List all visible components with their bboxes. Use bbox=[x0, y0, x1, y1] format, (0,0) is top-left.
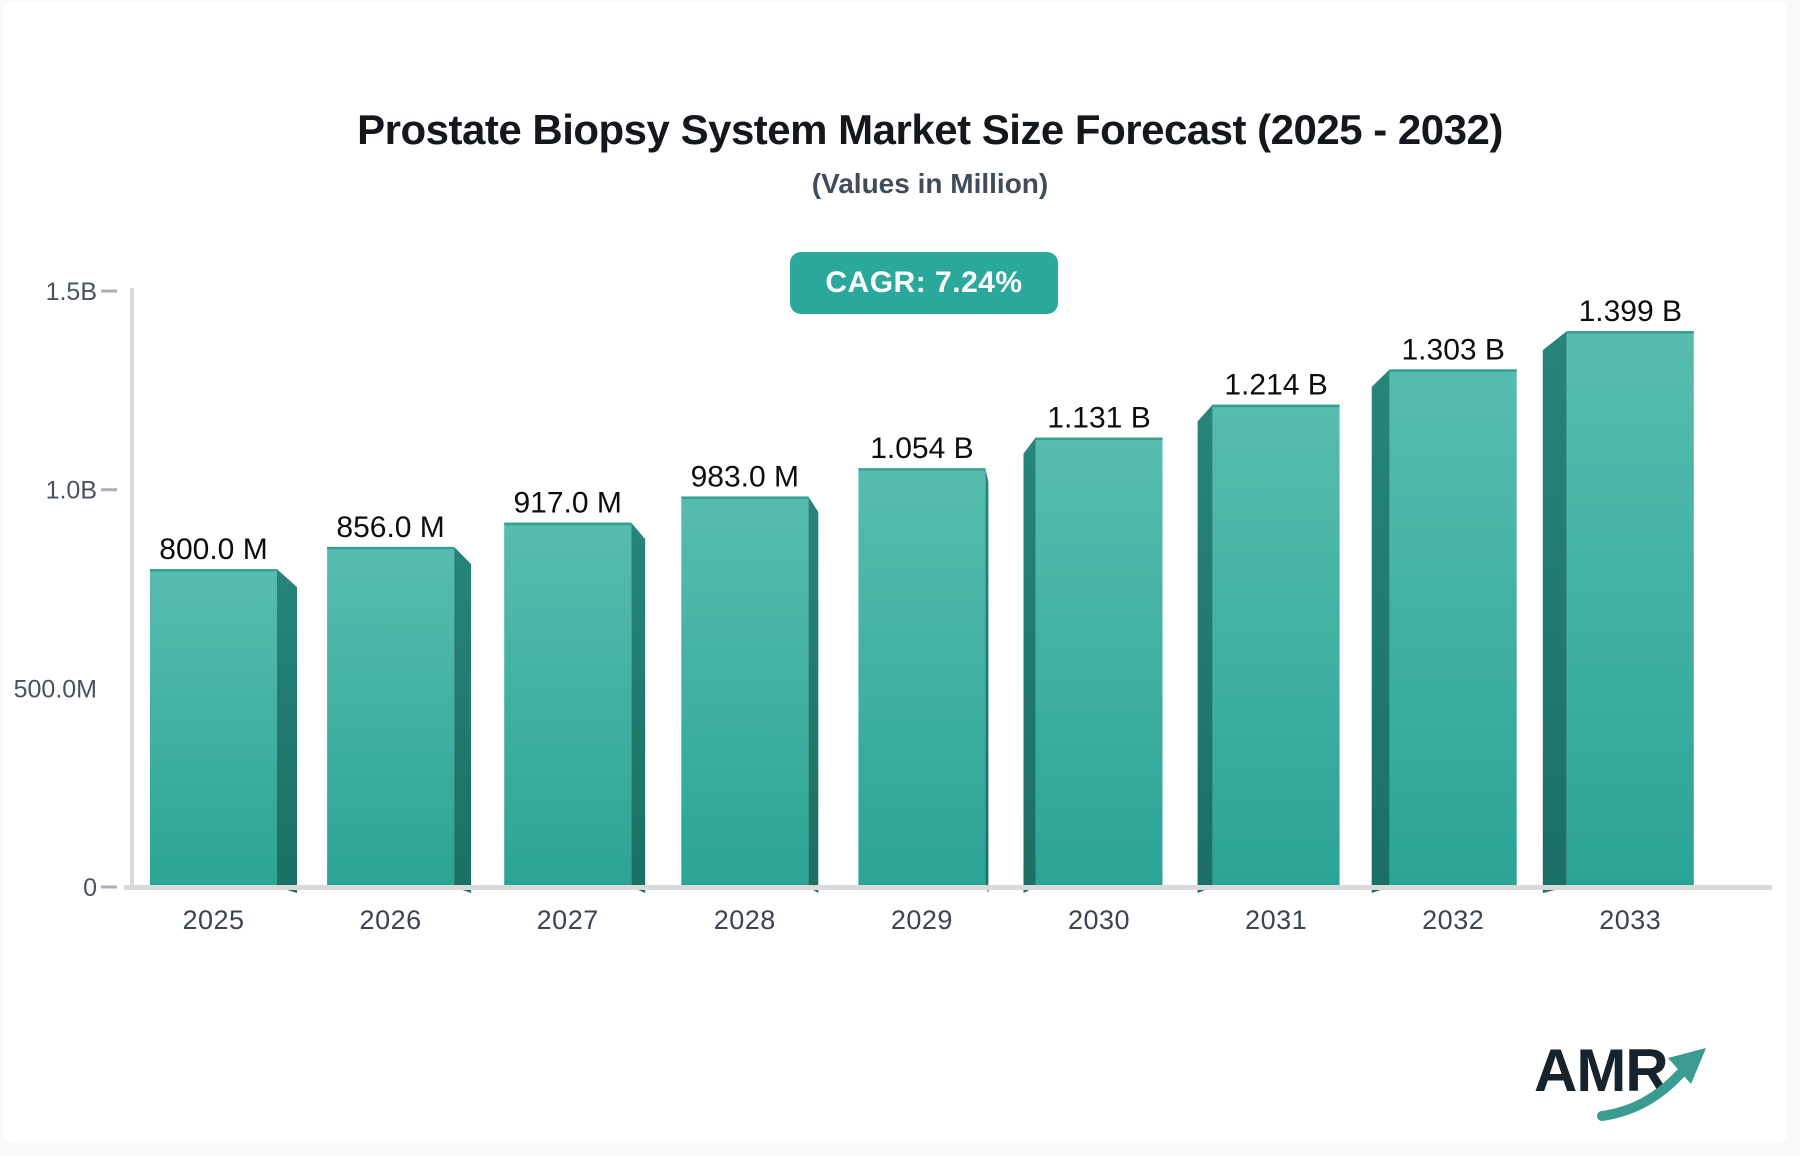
bar-2025[interactable]: 800.0 M 2025 bbox=[150, 533, 297, 935]
y-axis-label: 0 bbox=[83, 874, 97, 902]
bar-side-face bbox=[631, 522, 646, 893]
bar-front-face bbox=[681, 496, 809, 887]
y-axis-label: 1.0B bbox=[46, 477, 97, 505]
x-axis-label: 2033 bbox=[1599, 905, 1661, 935]
bar-side-face bbox=[808, 496, 819, 893]
axes-group: 0 500.0M 1.0B 1.5B bbox=[14, 278, 1772, 902]
chart-title: Prostate Biopsy System Market Size Forec… bbox=[357, 106, 1503, 153]
x-axis-label: 2025 bbox=[182, 905, 244, 935]
bar-side-face bbox=[1197, 404, 1213, 893]
amr-logo: AMR bbox=[1534, 1028, 1714, 1132]
x-axis-label: 2028 bbox=[714, 905, 776, 935]
bar-value-label: 856.0 M bbox=[336, 511, 444, 544]
y-axis-label: 1.5B bbox=[46, 278, 97, 306]
x-axis-label: 2029 bbox=[891, 905, 953, 935]
growth-arrow-icon bbox=[1597, 1048, 1706, 1121]
bar-side-face bbox=[1371, 369, 1390, 893]
bar-2026[interactable]: 856.0 M 2026 bbox=[327, 511, 472, 935]
x-axis-label: 2027 bbox=[537, 905, 599, 935]
cagr-badge-label: CAGR: 7.24% bbox=[825, 266, 1023, 299]
bar-value-label: 917.0 M bbox=[513, 487, 621, 520]
bar-value-label: 1.303 B bbox=[1401, 333, 1504, 366]
bar-side-face bbox=[1023, 437, 1036, 893]
bar-side-face bbox=[985, 468, 989, 893]
cagr-badge: CAGR: 7.24% bbox=[790, 252, 1058, 314]
bar-side-face bbox=[277, 569, 297, 893]
bar-value-label: 1.214 B bbox=[1224, 369, 1327, 402]
bar-front-face bbox=[150, 569, 277, 887]
chart-subtitle: (Values in Million) bbox=[811, 168, 1049, 199]
bar-side-face bbox=[1542, 331, 1567, 893]
bar-value-label: 1.054 B bbox=[870, 432, 973, 465]
bar-2031[interactable]: 1.214 B 2031 bbox=[1197, 369, 1340, 935]
x-axis-label: 2030 bbox=[1068, 905, 1130, 935]
bar-front-face bbox=[858, 468, 986, 887]
bar-2028[interactable]: 983.0 M 2028 bbox=[681, 460, 819, 935]
x-axis-label: 2026 bbox=[360, 905, 422, 935]
bar-front-face bbox=[1566, 331, 1694, 887]
bars-group: 800.0 M 2025 856.0 M 2026 917.0 M 2027 983.0 M… bbox=[150, 295, 1694, 935]
bar-value-label: 800.0 M bbox=[159, 533, 267, 566]
bar-value-label: 983.0 M bbox=[691, 460, 799, 493]
chart-header: Prostate Biopsy System Market Size Forec… bbox=[70, 105, 1790, 200]
bar-2027[interactable]: 917.0 M 2027 bbox=[504, 487, 646, 935]
bar-front-face bbox=[1389, 369, 1517, 887]
bar-value-label: 1.131 B bbox=[1047, 402, 1150, 435]
bar-front-face bbox=[504, 522, 632, 887]
bar-value-label: 1.399 B bbox=[1579, 295, 1682, 328]
bar-front-face bbox=[1212, 404, 1340, 887]
bar-2030[interactable]: 1.131 B 2030 bbox=[1023, 402, 1163, 935]
bar-side-face bbox=[454, 546, 472, 893]
bar-2029[interactable]: 1.054 B 2029 bbox=[858, 432, 989, 935]
bar-2033[interactable]: 1.399 B 2033 bbox=[1542, 295, 1694, 935]
bar-front-face bbox=[327, 546, 455, 887]
x-axis-label: 2031 bbox=[1245, 905, 1307, 935]
bar-2032[interactable]: 1.303 B 2032 bbox=[1371, 333, 1517, 935]
bar-front-face bbox=[1035, 437, 1163, 887]
amr-logo-text: AMR bbox=[1534, 1037, 1669, 1104]
x-axis-label: 2032 bbox=[1422, 905, 1484, 935]
y-axis-label: 500.0M bbox=[14, 675, 97, 703]
